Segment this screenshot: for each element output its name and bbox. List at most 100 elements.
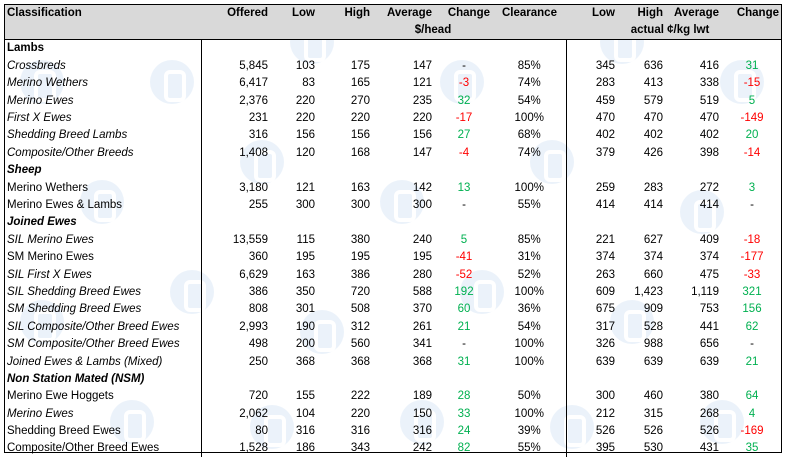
cell-high2: 283 <box>643 181 663 194</box>
cell-high: 312 <box>350 320 370 333</box>
cell-avg: 142 <box>412 181 432 194</box>
cell-change: -3 <box>458 77 470 90</box>
cell-avg2: 1,119 <box>691 285 719 298</box>
cell-avg: 156 <box>412 129 432 142</box>
table-row: SM Shedding Breed Ewes 808 301 508 370 60 36% 6… <box>4 300 782 319</box>
cell-low: 104 <box>295 407 315 420</box>
row-label: Merino Wethers <box>7 77 88 90</box>
cell-clearance: 50% <box>517 390 541 403</box>
cell-change2: 5 <box>748 94 756 107</box>
watermark-logo <box>380 180 424 224</box>
table-row: Merino Ewe Hoggets 720 155 222 189 28 50% 300 46… <box>4 387 782 405</box>
cell-avg2: 639 <box>699 355 719 368</box>
cell-avg: 121 <box>412 77 432 90</box>
cell-high2: 402 <box>643 129 663 142</box>
cell-low: 350 <box>295 285 315 298</box>
cell-avg: 316 <box>412 425 432 438</box>
table-row: Composite/Other Breed Ewes 1,528 186 343 242… <box>4 439 782 458</box>
cell-avg2: 402 <box>699 129 719 142</box>
cell-avg2: 416 <box>699 59 719 72</box>
cell-low2: 470 <box>565 109 618 127</box>
cell-avg: 370 <box>412 303 432 316</box>
cell-avg2: 656 <box>699 338 719 351</box>
cell-clearance: 100% <box>514 355 544 368</box>
section-row: Lambs <box>4 39 782 58</box>
row-label: SIL First X Ewes <box>7 268 92 281</box>
cell-low2: 609 <box>565 283 618 301</box>
table-row: SM Merino Ewes 360 195 195 195 -41 31% 374 374 37… <box>4 248 782 266</box>
cell-high: 343 <box>350 442 370 455</box>
table-row: Shedding Breed Ewes 80 316 316 316 24 39% 526 52… <box>4 422 782 440</box>
cell-high: 220 <box>350 407 370 420</box>
cell-change2: -15 <box>743 77 761 90</box>
unit-dollar-per-head: $/head <box>373 21 493 40</box>
cell-low2: 395 <box>565 439 618 458</box>
row-label: SIL Shedding Breed Ewes <box>7 285 142 298</box>
col-average: Average <box>373 4 435 22</box>
cell-avg: 220 <box>412 112 432 125</box>
col-offered: Offered <box>201 4 271 22</box>
cell-high2: 413 <box>643 77 663 90</box>
cell-high2: 579 <box>643 94 663 107</box>
cell-low2: 414 <box>565 196 618 214</box>
cell-avg2: 272 <box>699 181 719 194</box>
cell-avg2: 431 <box>699 442 719 455</box>
cell-change: 31 <box>457 355 471 368</box>
cell-avg: 235 <box>412 94 432 107</box>
table-row: SIL Merino Ewes 13,559 115 380 240 5 85% 221 627… <box>4 231 782 249</box>
cell-offered: 5,845 <box>200 57 271 75</box>
cell-low: 301 <box>295 303 315 316</box>
cell-avg2: 414 <box>699 198 719 211</box>
cell-low: 220 <box>295 94 315 107</box>
row-label: Merino Wethers <box>7 181 88 194</box>
cell-change: 192 <box>454 285 474 298</box>
cell-clearance: 74% <box>517 146 541 159</box>
cell-high2: 374 <box>643 251 663 264</box>
table-row: Crossbreds 5,845 103 175 147 - 85% 345 636 416 31 <box>4 57 782 75</box>
row-label: Composite/Other Breed Ewes <box>7 442 160 455</box>
cell-offered: 80 <box>200 422 271 440</box>
cell-offered: 720 <box>200 387 271 405</box>
cell-high: 300 <box>350 198 370 211</box>
unit-row: $/head actual ¢/kg lwt <box>4 21 782 40</box>
cell-high: 195 <box>350 251 370 264</box>
section-heading: Lambs <box>7 42 45 55</box>
cell-change: -4 <box>458 146 470 159</box>
row-label: Crossbreds <box>7 59 66 72</box>
cell-high: 560 <box>350 338 370 351</box>
col-clearance: Clearance <box>493 4 566 22</box>
row-label: SIL Merino Ewes <box>7 233 94 246</box>
cell-low: 316 <box>295 425 315 438</box>
cell-clearance: 31% <box>517 251 541 264</box>
cell-change: -52 <box>455 268 473 281</box>
cell-change: 33 <box>457 407 471 420</box>
cell-high: 368 <box>350 355 370 368</box>
cell-change: 27 <box>457 129 471 142</box>
table-row: Merino Ewes 2,376 220 270 235 32 54% 459 579 519 5 <box>4 91 782 110</box>
cell-low: 186 <box>295 442 315 455</box>
cell-change2: -177 <box>740 251 764 264</box>
cell-avg2: 268 <box>699 407 719 420</box>
cell-low2: 402 <box>565 126 618 145</box>
cell-high2: 909 <box>643 303 663 316</box>
cell-offered: 6,417 <box>200 74 271 92</box>
cell-avg: 195 <box>412 251 432 264</box>
cell-low: 190 <box>295 320 315 333</box>
cell-change: 28 <box>457 390 471 403</box>
cell-low: 115 <box>296 233 315 246</box>
cell-low: 120 <box>295 146 315 159</box>
header-row: Classification Offered Low High Average … <box>4 4 782 22</box>
cell-change: - <box>462 338 466 351</box>
cell-avg2: 441 <box>699 320 719 333</box>
cell-offered: 231 <box>200 109 271 127</box>
cell-low: 121 <box>295 181 315 194</box>
cell-change2: 20 <box>745 129 759 142</box>
cell-high: 316 <box>350 425 370 438</box>
cell-high2: 639 <box>643 355 663 368</box>
section-heading: Sheep <box>7 164 42 177</box>
cell-low2: 283 <box>565 74 618 92</box>
cell-low: 200 <box>295 338 315 351</box>
cell-change2: - <box>750 338 754 351</box>
table-row: Composite/Other Breeds 1,408 120 168 147 -4 74… <box>4 144 782 162</box>
cell-change2: 21 <box>745 355 759 368</box>
